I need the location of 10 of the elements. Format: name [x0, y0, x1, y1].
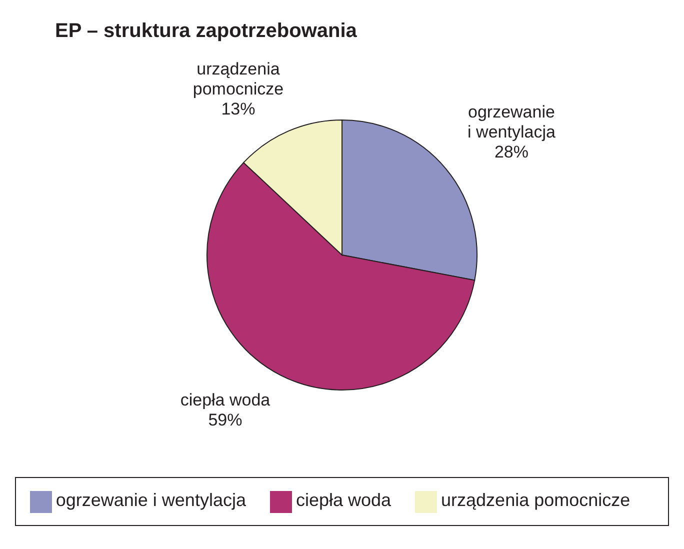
slice-label: ogrzewanie i wentylacja: [468, 102, 556, 142]
slice-label: urządzenia pomocnicze: [192, 60, 284, 99]
legend-label: urządzenia pomocnicze: [441, 490, 630, 510]
data-label: 28%: [494, 142, 529, 162]
legend-label: ciepła woda: [296, 490, 392, 510]
legend-label: ogrzewanie i wentylacja: [56, 490, 246, 510]
chart-title: EP – struktura zapotrzebowania: [54, 19, 358, 44]
data-label: 13%: [221, 100, 256, 119]
data-label: 59%: [208, 410, 242, 430]
slice-label: ciepła woda: [180, 390, 271, 410]
